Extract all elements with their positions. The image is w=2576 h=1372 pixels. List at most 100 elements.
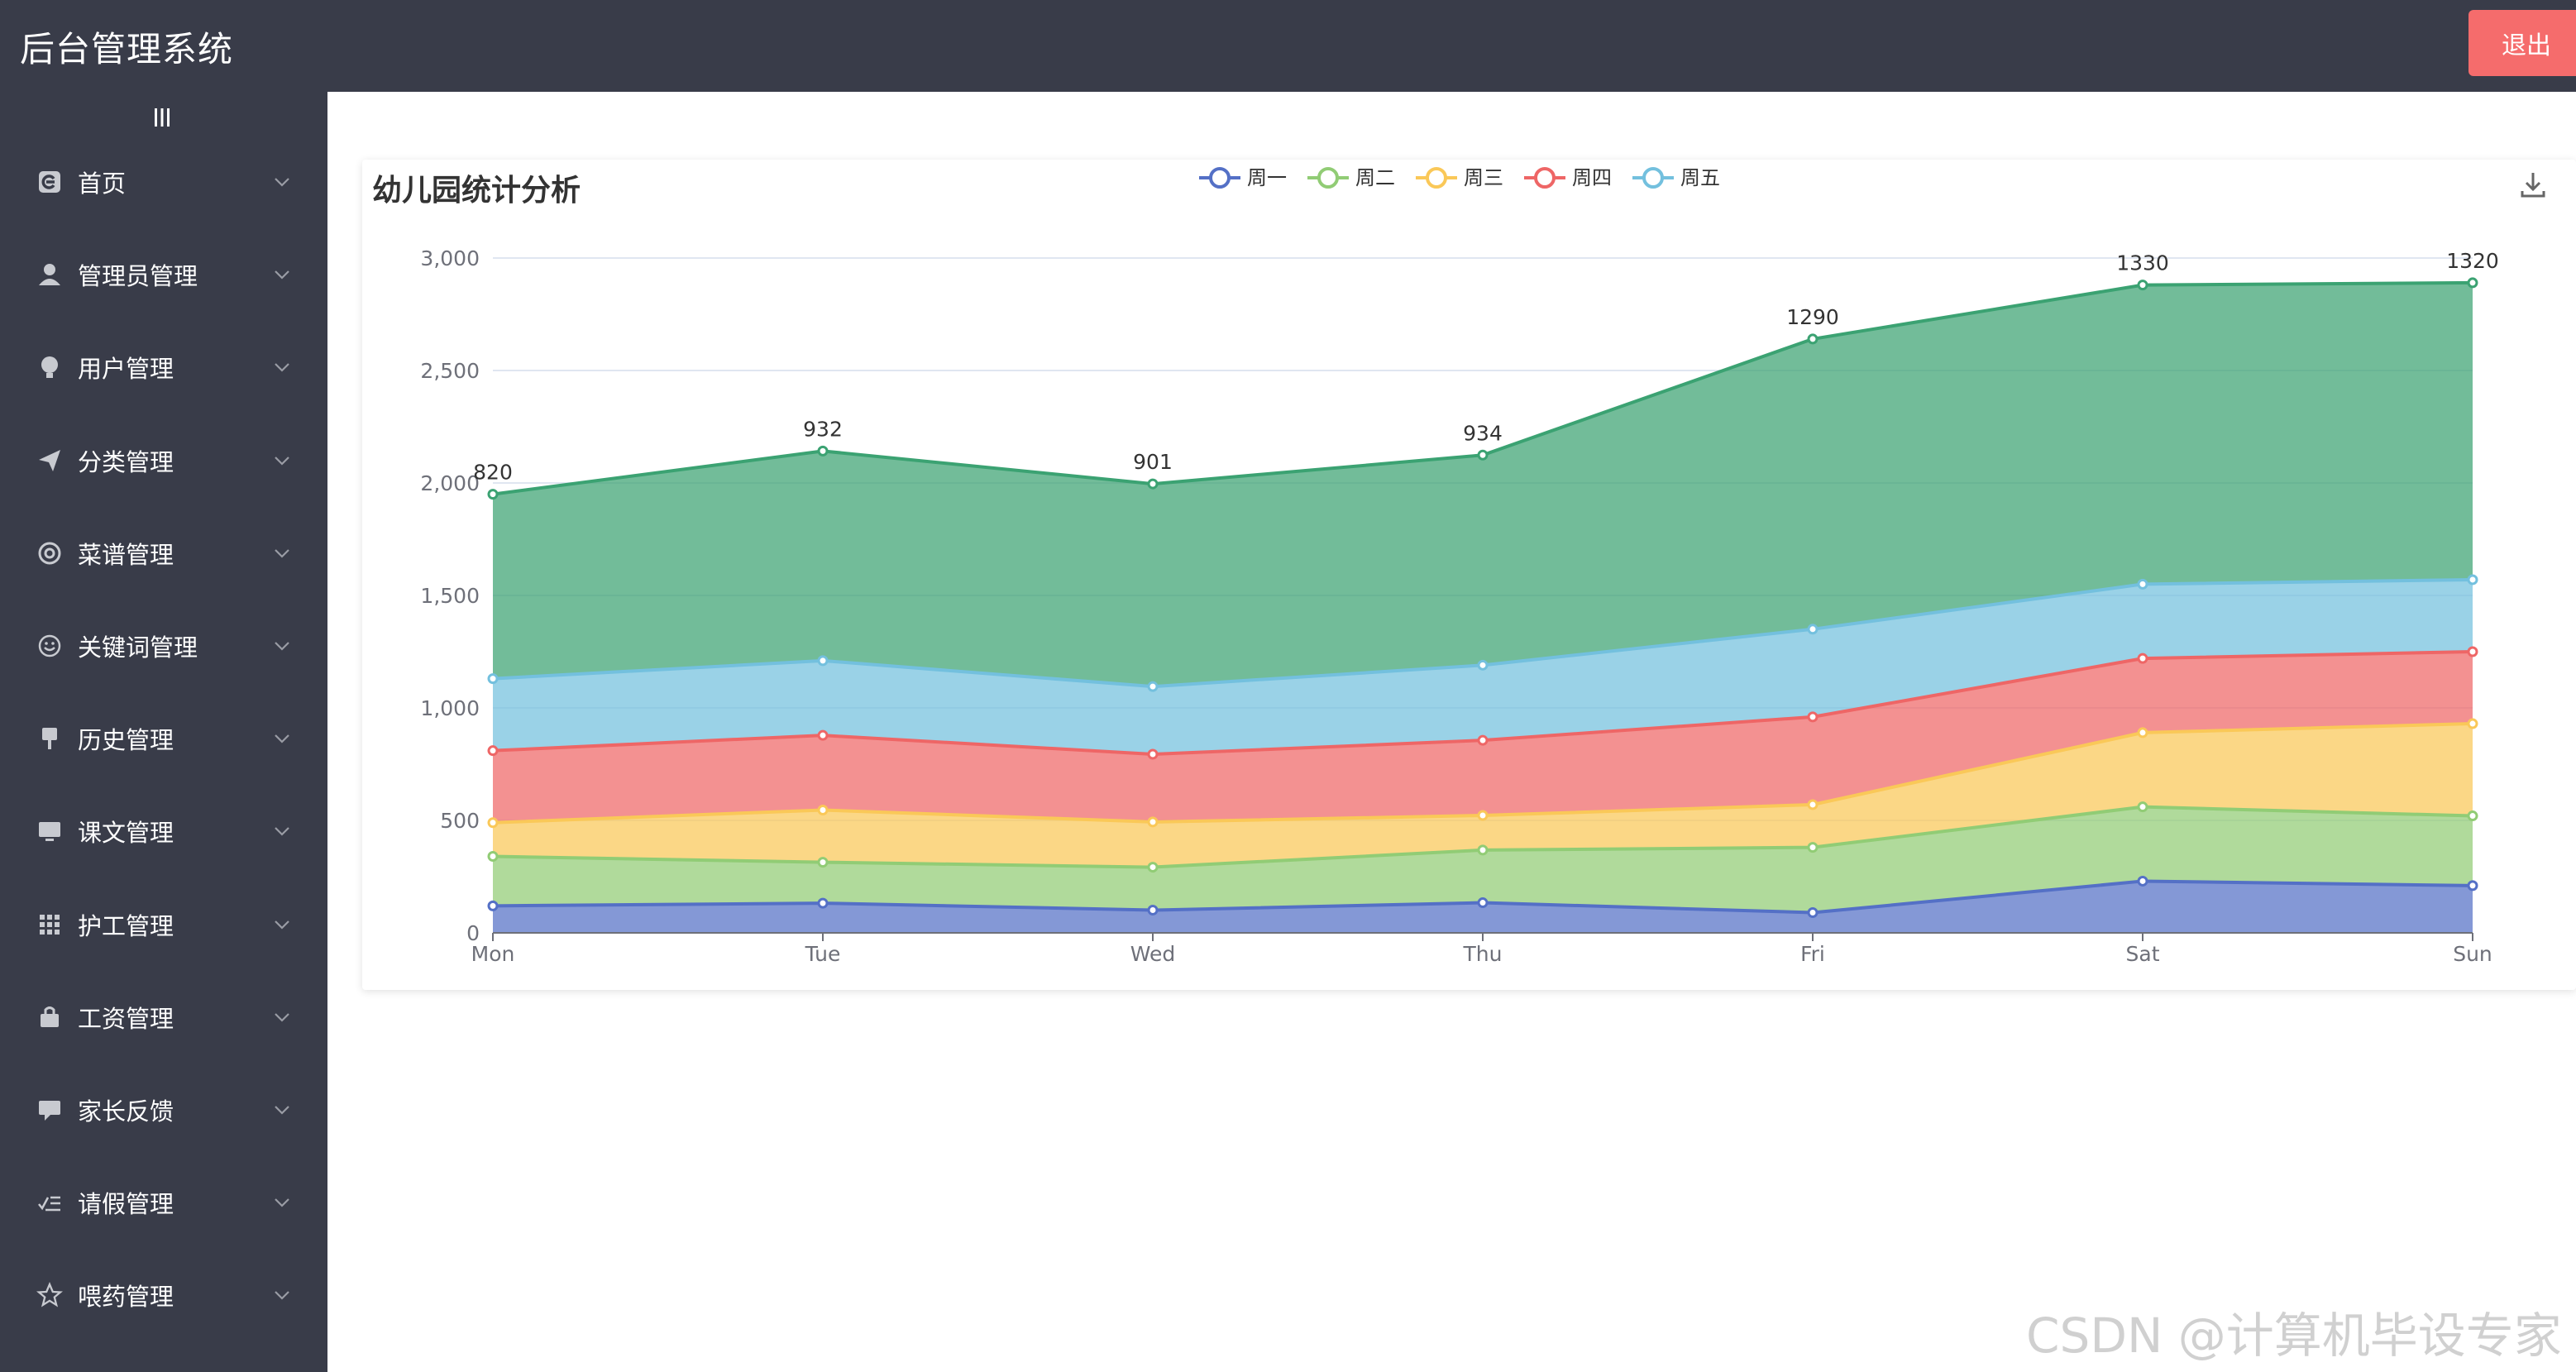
sidebar-item-label: 喂药管理 (78, 1283, 174, 1312)
chevron-down-icon (270, 730, 294, 747)
data-point (817, 729, 829, 741)
sidebar-item-label: 关键词管理 (78, 633, 198, 662)
data-point (2137, 653, 2148, 664)
x-tick-label: Mon (471, 942, 515, 966)
pin-icon (35, 724, 65, 753)
sidebar-item-label: 家长反馈 (78, 1097, 174, 1126)
data-point (2137, 727, 2148, 739)
sidebar-item-label: 管理员管理 (78, 262, 198, 291)
data-point (817, 804, 829, 815)
data-point (487, 900, 499, 911)
sidebar-item-label: 工资管理 (78, 1004, 174, 1033)
sidebar-item[interactable]: 工资管理 (0, 971, 327, 1064)
legend-label: 周三 (1464, 166, 1503, 189)
data-point (2467, 810, 2478, 822)
data-point (1147, 478, 1159, 490)
x-tick-label: Fri (1800, 942, 1825, 966)
lifebuoy-icon (35, 538, 65, 568)
y-tick-label: 1,000 (420, 696, 480, 720)
chevron-down-icon (270, 266, 294, 283)
data-point (2137, 875, 2148, 887)
data-point (487, 745, 499, 757)
sidebar-item-label: 菜谱管理 (78, 540, 174, 569)
smile-icon (35, 631, 65, 661)
y-tick-label: 1,500 (420, 584, 480, 608)
sidebar-item[interactable]: 课文管理 (0, 785, 327, 877)
top-header: 后台管理系统 退出 (0, 0, 2576, 92)
data-point (1147, 862, 1159, 873)
data-point (487, 489, 499, 500)
sidebar-item[interactable]: 历史管理 (0, 692, 327, 785)
collapse-menu-icon[interactable] (146, 103, 179, 131)
data-point (1807, 333, 1818, 345)
legend-label: 周一 (1247, 166, 1287, 189)
data-point (1147, 748, 1159, 760)
y-tick-label: 3,000 (420, 246, 480, 270)
sidebar-item[interactable]: 菜谱管理 (0, 507, 327, 600)
sidebar-item[interactable]: 管理员管理 (0, 228, 327, 321)
data-point (817, 857, 829, 868)
sidebar-item[interactable]: 关键词管理 (0, 600, 327, 692)
data-point (817, 445, 829, 457)
data-point (1477, 844, 1489, 856)
sidebar-item[interactable]: 分类管理 (0, 414, 327, 507)
y-tick-label: 2,500 (420, 359, 480, 383)
series-area (493, 282, 2473, 687)
x-tick-label: Thu (1463, 942, 1503, 966)
sidebar-item[interactable]: 家长反馈 (0, 1064, 327, 1156)
legend-label: 周五 (1680, 166, 1720, 189)
bag-icon (35, 1002, 65, 1032)
data-point (1807, 907, 1818, 919)
data-point (2467, 277, 2478, 289)
chevron-down-icon (270, 545, 294, 562)
legend-marker (1209, 167, 1231, 189)
data-point (2137, 801, 2148, 813)
monitor-icon (35, 816, 65, 846)
dashboard-icon (35, 167, 65, 197)
sidebar-item[interactable]: 请假管理 (0, 1156, 327, 1249)
sidebar-item-label: 分类管理 (78, 447, 174, 476)
data-label: 1330 (2116, 251, 2169, 275)
data-point (487, 817, 499, 829)
message-icon (35, 1095, 65, 1125)
data-point (817, 897, 829, 909)
sidebar-item[interactable]: 首页 (0, 136, 327, 228)
data-label: 934 (1463, 421, 1503, 445)
chart-title: 幼儿园统计分析 (372, 174, 581, 208)
sidebar-item[interactable]: 护工管理 (0, 878, 327, 971)
chevron-down-icon (270, 1102, 294, 1118)
x-tick-label: Sat (2126, 942, 2160, 966)
chevron-down-icon (270, 452, 294, 469)
x-tick-label: Tue (805, 942, 841, 966)
legend-marker (1426, 167, 1447, 189)
logout-button[interactable]: 退出 (2468, 10, 2576, 76)
legend-marker (1642, 167, 1664, 189)
sidebar-item[interactable]: 喂药管理 (0, 1249, 327, 1341)
x-tick-label: Sun (2453, 942, 2492, 966)
download-icon[interactable] (2516, 168, 2550, 201)
legend-label: 周四 (1572, 166, 1612, 189)
data-point (1807, 799, 1818, 810)
data-label: 820 (473, 461, 513, 485)
sidebar-item[interactable]: 用户管理 (0, 321, 327, 414)
data-point (2137, 280, 2148, 291)
stacked-area-chart: 0 500 1,000 1,500 2,000 2,500 3,000 820 932 901 93… (420, 166, 2499, 966)
sidebar-item-label: 课文管理 (78, 819, 174, 848)
chart-card: 0 500 1,000 1,500 2,000 2,500 3,000 820 932 901 93… (362, 160, 2576, 990)
sidebar-item-label: 请假管理 (78, 1190, 174, 1219)
data-label: 932 (803, 417, 843, 441)
y-tick-label: 500 (440, 809, 480, 833)
data-point (1477, 734, 1489, 746)
data-point (1477, 449, 1489, 461)
data-point (1477, 659, 1489, 671)
data-point (1807, 842, 1818, 853)
user-icon (35, 260, 65, 289)
app-title: 后台管理系统 (20, 29, 234, 69)
sidebar-item-label: 历史管理 (78, 726, 174, 755)
data-label: 901 (1133, 450, 1173, 474)
data-point (2467, 880, 2478, 892)
sidebar-item-label: 护工管理 (78, 911, 174, 940)
data-label: 1320 (2446, 249, 2499, 273)
legend-marker (1534, 167, 1556, 189)
data-point (817, 655, 829, 667)
